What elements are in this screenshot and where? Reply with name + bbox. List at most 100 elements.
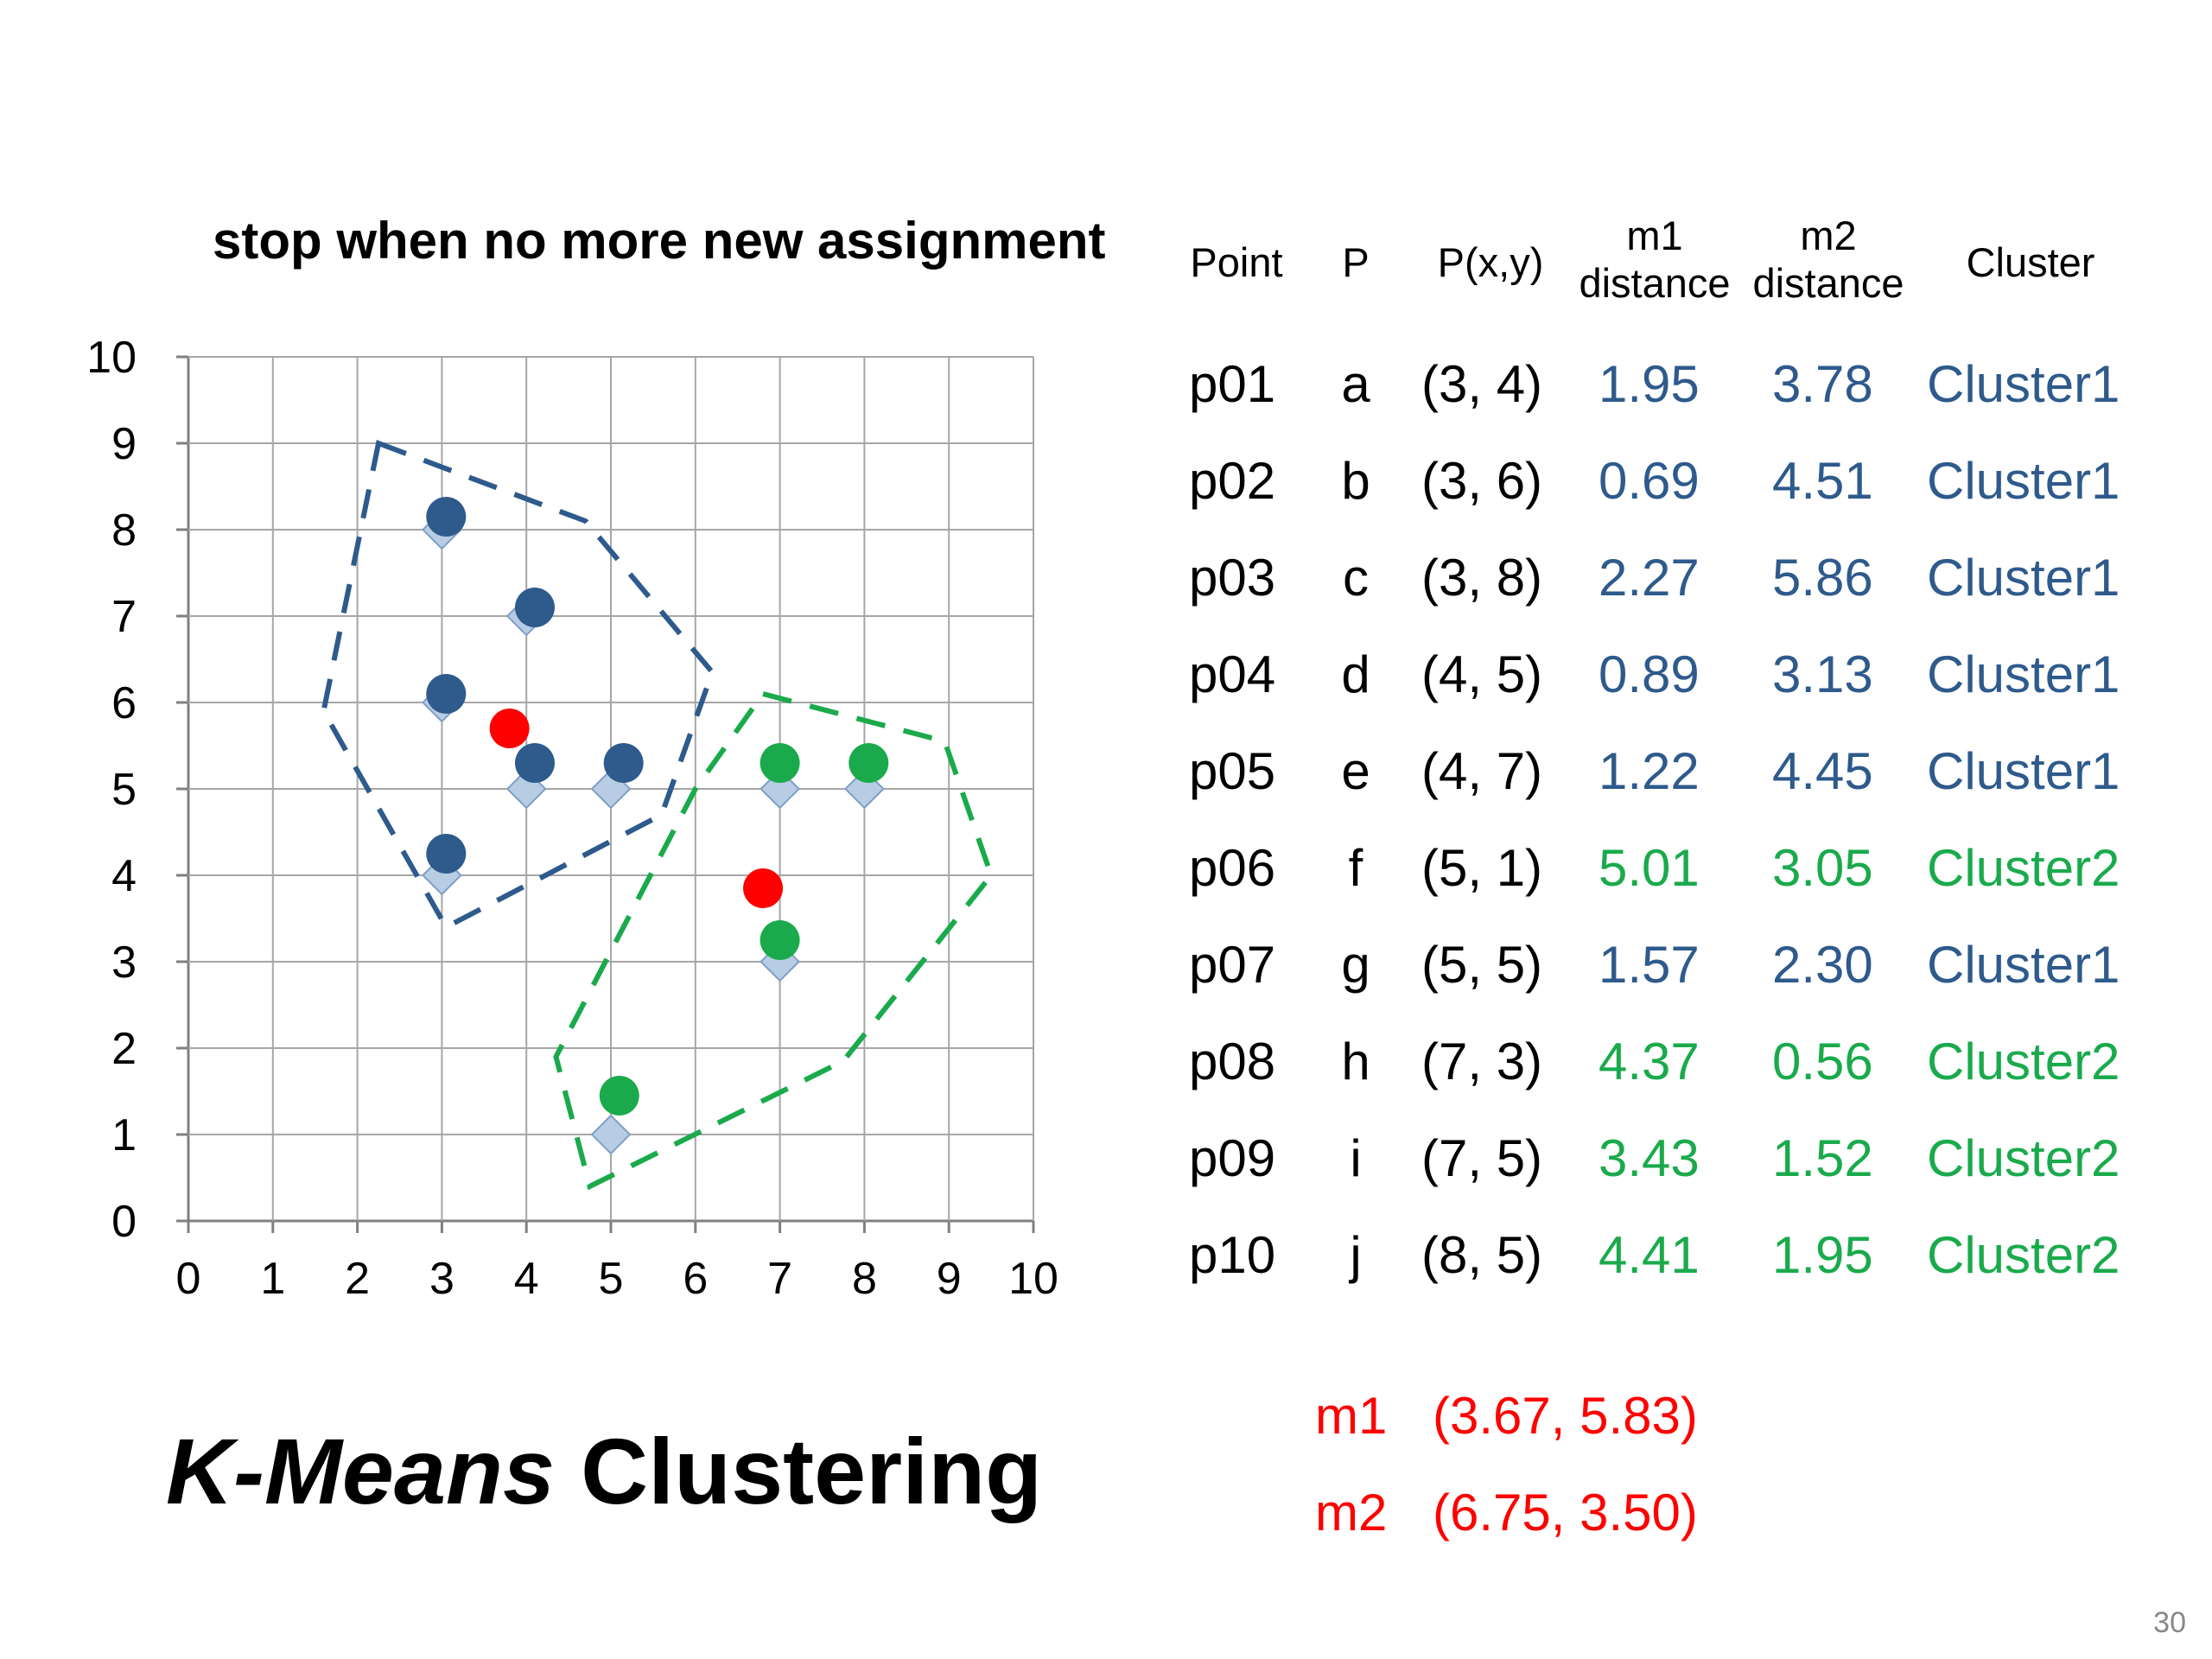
table-cell-cluster: Cluster2 xyxy=(1927,839,2120,897)
table-cell-p: h xyxy=(1341,1033,1370,1090)
slide-title: K-Means Clustering xyxy=(166,1417,1042,1525)
table-cell-m1: 3.43 xyxy=(1599,1129,1700,1187)
cluster1-marker xyxy=(426,674,467,714)
x-tick-label: 1 xyxy=(260,1254,285,1304)
chart-title: stop when no more new assignment xyxy=(213,212,1106,270)
y-tick-label: 10 xyxy=(86,333,137,383)
table-cell-cluster: Cluster1 xyxy=(1927,742,2120,800)
table-cell-p: e xyxy=(1341,742,1370,800)
table-cell-m1: 1.95 xyxy=(1599,355,1700,413)
y-tick-label: 0 xyxy=(111,1197,137,1247)
table-cell-m2: 5.86 xyxy=(1772,549,1873,607)
slide-title-rest: Clustering xyxy=(555,1419,1043,1523)
table-cell-m1: 0.89 xyxy=(1599,645,1700,703)
y-tick-label: 2 xyxy=(111,1024,137,1074)
table-cell-point: p01 xyxy=(1189,355,1276,413)
centroid-m2-value: (6.75, 3.50) xyxy=(1433,1484,1698,1541)
table-cell-xy: (3, 6) xyxy=(1421,452,1543,510)
table-cell-m2: 3.13 xyxy=(1772,645,1873,703)
centroid-marker xyxy=(489,709,530,748)
table-cell-cluster: Cluster2 xyxy=(1927,1226,2120,1284)
table-cell-m2: 0.56 xyxy=(1772,1033,1873,1090)
cluster2-marker xyxy=(760,920,800,960)
y-tick-label: 6 xyxy=(111,678,137,728)
x-tick-label: 5 xyxy=(599,1254,624,1304)
table-cell-m1: 2.27 xyxy=(1599,549,1700,607)
table-cell-m1: 1.57 xyxy=(1599,936,1700,994)
table-cell-m2: 2.30 xyxy=(1772,936,1873,994)
table-cell-xy: (4, 5) xyxy=(1421,645,1543,703)
table-cell-point: p02 xyxy=(1189,452,1276,510)
table-cell-xy: (7, 3) xyxy=(1421,1033,1543,1090)
table-cell-cluster: Cluster1 xyxy=(1927,355,2120,413)
cluster1-marker xyxy=(514,588,555,627)
header-m1-line2: distance xyxy=(1579,260,1731,306)
table-cell-m1: 1.22 xyxy=(1599,742,1700,800)
centroid-m2-label: m2 xyxy=(1315,1484,1388,1541)
table-cell-p: g xyxy=(1341,936,1370,994)
table-cell-m2: 4.45 xyxy=(1772,742,1873,800)
table-cell-p: a xyxy=(1341,355,1370,413)
table-cell-point: p06 xyxy=(1189,839,1276,897)
table-cell-m2: 3.78 xyxy=(1772,355,1873,413)
table-cell-point: p05 xyxy=(1189,742,1276,800)
header-pxy: P(x,y) xyxy=(1437,239,1544,285)
slide-title-italic: K-Means xyxy=(166,1419,556,1523)
x-tick-label: 3 xyxy=(429,1254,454,1304)
table-cell-p: b xyxy=(1341,452,1370,510)
x-tick-label: 4 xyxy=(514,1254,539,1304)
centroid-marker xyxy=(743,868,784,908)
data-point-diamond xyxy=(590,1114,632,1155)
cluster2-marker xyxy=(849,743,889,783)
table-cell-p: c xyxy=(1343,549,1369,607)
table-cell-m2: 1.95 xyxy=(1772,1226,1873,1284)
table-cell-m2: 4.51 xyxy=(1772,452,1873,510)
cluster-boundary-1 xyxy=(321,439,715,931)
cluster1-marker xyxy=(426,834,467,874)
header-cluster: Cluster xyxy=(1966,239,2095,285)
table-cell-p: j xyxy=(1350,1226,1362,1284)
table-cell-p: d xyxy=(1341,645,1370,703)
table-cell-cluster: Cluster1 xyxy=(1927,645,2120,703)
table-cell-cluster: Cluster1 xyxy=(1927,936,2120,994)
table-cell-cluster: Cluster2 xyxy=(1927,1129,2120,1187)
header-m1-line1: m1 xyxy=(1626,213,1683,258)
x-tick-label: 10 xyxy=(1008,1254,1058,1304)
table-cell-xy: (4, 7) xyxy=(1421,742,1543,800)
header-m2-line1: m2 xyxy=(1800,213,1857,258)
page-number: 30 xyxy=(2153,1606,2186,1639)
header-m2-line2: distance xyxy=(1752,260,1904,306)
table-cell-p: f xyxy=(1348,839,1363,897)
x-tick-label: 7 xyxy=(767,1254,792,1304)
x-tick-label: 2 xyxy=(345,1254,370,1304)
y-tick-label: 9 xyxy=(111,419,137,469)
table-cell-m1: 4.41 xyxy=(1599,1226,1700,1284)
y-tick-label: 1 xyxy=(111,1110,137,1160)
x-tick-label: 0 xyxy=(176,1254,201,1304)
y-tick-label: 8 xyxy=(111,505,137,556)
header-m2-distance: m2 distance xyxy=(1742,212,1915,307)
x-tick-label: 6 xyxy=(683,1254,708,1304)
centroid-m1-label: m1 xyxy=(1315,1387,1388,1445)
table-cell-m2: 1.52 xyxy=(1772,1129,1873,1187)
table-cell-point: p03 xyxy=(1189,549,1276,607)
table-cell-cluster: Cluster2 xyxy=(1927,1033,2120,1090)
x-tick-label: 8 xyxy=(852,1254,877,1304)
cluster-boundary-2 xyxy=(553,690,995,1191)
table-cell-point: p09 xyxy=(1189,1129,1276,1187)
cluster2-marker xyxy=(760,743,800,783)
table-cell-m1: 5.01 xyxy=(1599,839,1700,897)
header-m1-distance: m1 distance xyxy=(1568,212,1741,307)
table-cell-point: p10 xyxy=(1189,1226,1276,1284)
table-cell-m1: 0.69 xyxy=(1599,452,1700,510)
y-tick-label: 5 xyxy=(111,765,137,815)
y-tick-label: 4 xyxy=(111,851,137,901)
table-cell-xy: (3, 4) xyxy=(1421,355,1543,413)
header-p: P xyxy=(1342,239,1370,285)
cluster1-marker xyxy=(514,743,555,783)
centroid-m1-value: (3.67, 5.83) xyxy=(1433,1387,1698,1445)
table-cell-point: p07 xyxy=(1189,936,1276,994)
table-cell-xy: (3, 8) xyxy=(1421,549,1543,607)
table-cell-p: i xyxy=(1350,1129,1362,1187)
cluster1-marker xyxy=(426,497,467,537)
